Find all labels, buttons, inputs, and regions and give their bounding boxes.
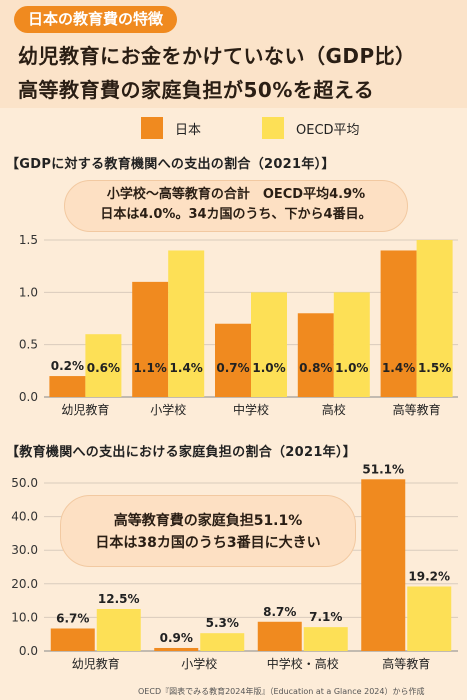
chart2-data-label: 6.7%	[56, 611, 89, 625]
chart1-data-label: 0.6%	[87, 361, 120, 375]
chart2-annotation: 高等教育費の家庭負担51.1% 日本は38カ国のうち3番目に大きい	[60, 495, 356, 567]
chart1-data-label: 0.2%	[51, 359, 84, 373]
chart1-bar-japan	[297, 313, 334, 397]
legend-swatch-oecd	[262, 117, 284, 139]
chart1-bar-japan	[215, 323, 251, 397]
chart2-ytick: 40.0	[11, 510, 38, 524]
chart1-data-label: 1.0%	[335, 361, 368, 375]
chart2-data-label: 7.1%	[309, 610, 342, 624]
chart2-ytick: 20.0	[11, 577, 38, 591]
chart1-bar-oecd	[85, 334, 122, 397]
legend-label-oecd: OECD平均	[296, 123, 360, 138]
legend-label-japan: 日本	[175, 123, 202, 138]
chart2-bar-japan	[154, 647, 199, 651]
legend-swatch-japan	[141, 117, 163, 139]
chart1-annotation-line2: 日本は4.0%。34カ国のうち、下から4番目。	[100, 207, 372, 222]
legend: 日本 OECD平均	[0, 117, 467, 141]
chart2-data-label: 12.5%	[98, 592, 140, 606]
chart1-data-label: 1.5%	[418, 361, 451, 375]
chart2-xtick: 幼児教育	[72, 656, 120, 671]
chart1-data-label: 1.0%	[252, 361, 285, 375]
chart1-data-label: 1.4%	[382, 361, 415, 375]
chart2-bar-oecd	[407, 586, 452, 651]
chart1-bar-oecd	[333, 292, 370, 397]
chart1-bar-japan	[380, 250, 417, 397]
chart2-data-label: 19.2%	[408, 569, 450, 583]
chart2-ytick: 10.0	[11, 610, 38, 624]
headline-line1: 幼児教育にお金をかけていない（GDP比）	[18, 44, 416, 68]
chart1-bar-japan	[49, 376, 86, 397]
chart1-bar-japan	[132, 281, 169, 397]
chart2-bar-oecd	[303, 627, 348, 651]
chart2-title: 【教育機関への支出における家庭負担の割合（2021年）】	[6, 445, 357, 460]
chart1-data-label: 0.7%	[216, 361, 249, 375]
chart1-ytick: 1.0	[19, 285, 38, 299]
chart1-title: 【GDPに対する教育機関への支出の割合（2021年）】	[6, 157, 335, 172]
chart2-bar-japan	[361, 479, 406, 651]
chart2-ytick: 50.0	[11, 476, 38, 490]
chart2-data-label: 51.1%	[362, 462, 404, 476]
headline-line2: 高等教育費の家庭負担が50%を超える	[18, 78, 375, 102]
chart2-data-label: 0.9%	[160, 631, 193, 645]
chart1-bar-oecd	[168, 250, 205, 397]
chart1-bar-oecd	[416, 240, 453, 397]
source-note: OECD『図表でみる教育2024年版』（Education at a Glanc…	[138, 687, 425, 696]
chart1-ytick: 0.0	[19, 390, 38, 404]
chart1-bar-oecd	[251, 292, 287, 397]
chart1-annotation: 小学校〜高等教育の合計 OECD平均4.9% 日本は4.0%。34カ国のうち、下…	[64, 180, 408, 232]
chart1-xtick: 高校	[322, 402, 346, 417]
chart2-data-label: 8.7%	[263, 605, 296, 619]
chart1-xtick: 中学校	[233, 402, 269, 417]
chart2-bar-japan	[50, 628, 95, 651]
chart2-bar-oecd	[96, 609, 141, 651]
chart1-xtick: 幼児教育	[61, 402, 109, 417]
chart1-xtick: 高等教育	[393, 402, 441, 417]
chart1-data-label: 0.8%	[299, 361, 332, 375]
chart1-data-label: 1.1%	[134, 361, 167, 375]
chart1-ytick: 0.5	[19, 338, 38, 352]
chart2-bar-oecd	[200, 633, 245, 651]
header-tag: 日本の教育費の特徴	[14, 6, 178, 33]
chart1-annotation-line1: 小学校〜高等教育の合計 OECD平均4.9%	[106, 187, 366, 202]
chart1-xtick: 小学校	[150, 402, 186, 417]
chart2-xtick: 小学校	[181, 656, 217, 671]
chart1-ytick: 1.5	[19, 233, 38, 247]
chart1-data-label: 1.4%	[170, 361, 203, 375]
chart2-annotation-line2: 日本は38カ国のうち3番目に大きい	[95, 535, 321, 551]
chart2-bar-japan	[257, 621, 302, 651]
chart2-data-label: 5.3%	[206, 616, 239, 630]
chart2-xtick: 中学校・高校	[267, 656, 339, 671]
chart2-xtick: 高等教育	[382, 656, 430, 671]
chart2-annotation-line1: 高等教育費の家庭負担51.1%	[113, 513, 303, 529]
chart2-ytick: 30.0	[11, 543, 38, 557]
chart2-ytick: 0.0	[19, 644, 38, 658]
